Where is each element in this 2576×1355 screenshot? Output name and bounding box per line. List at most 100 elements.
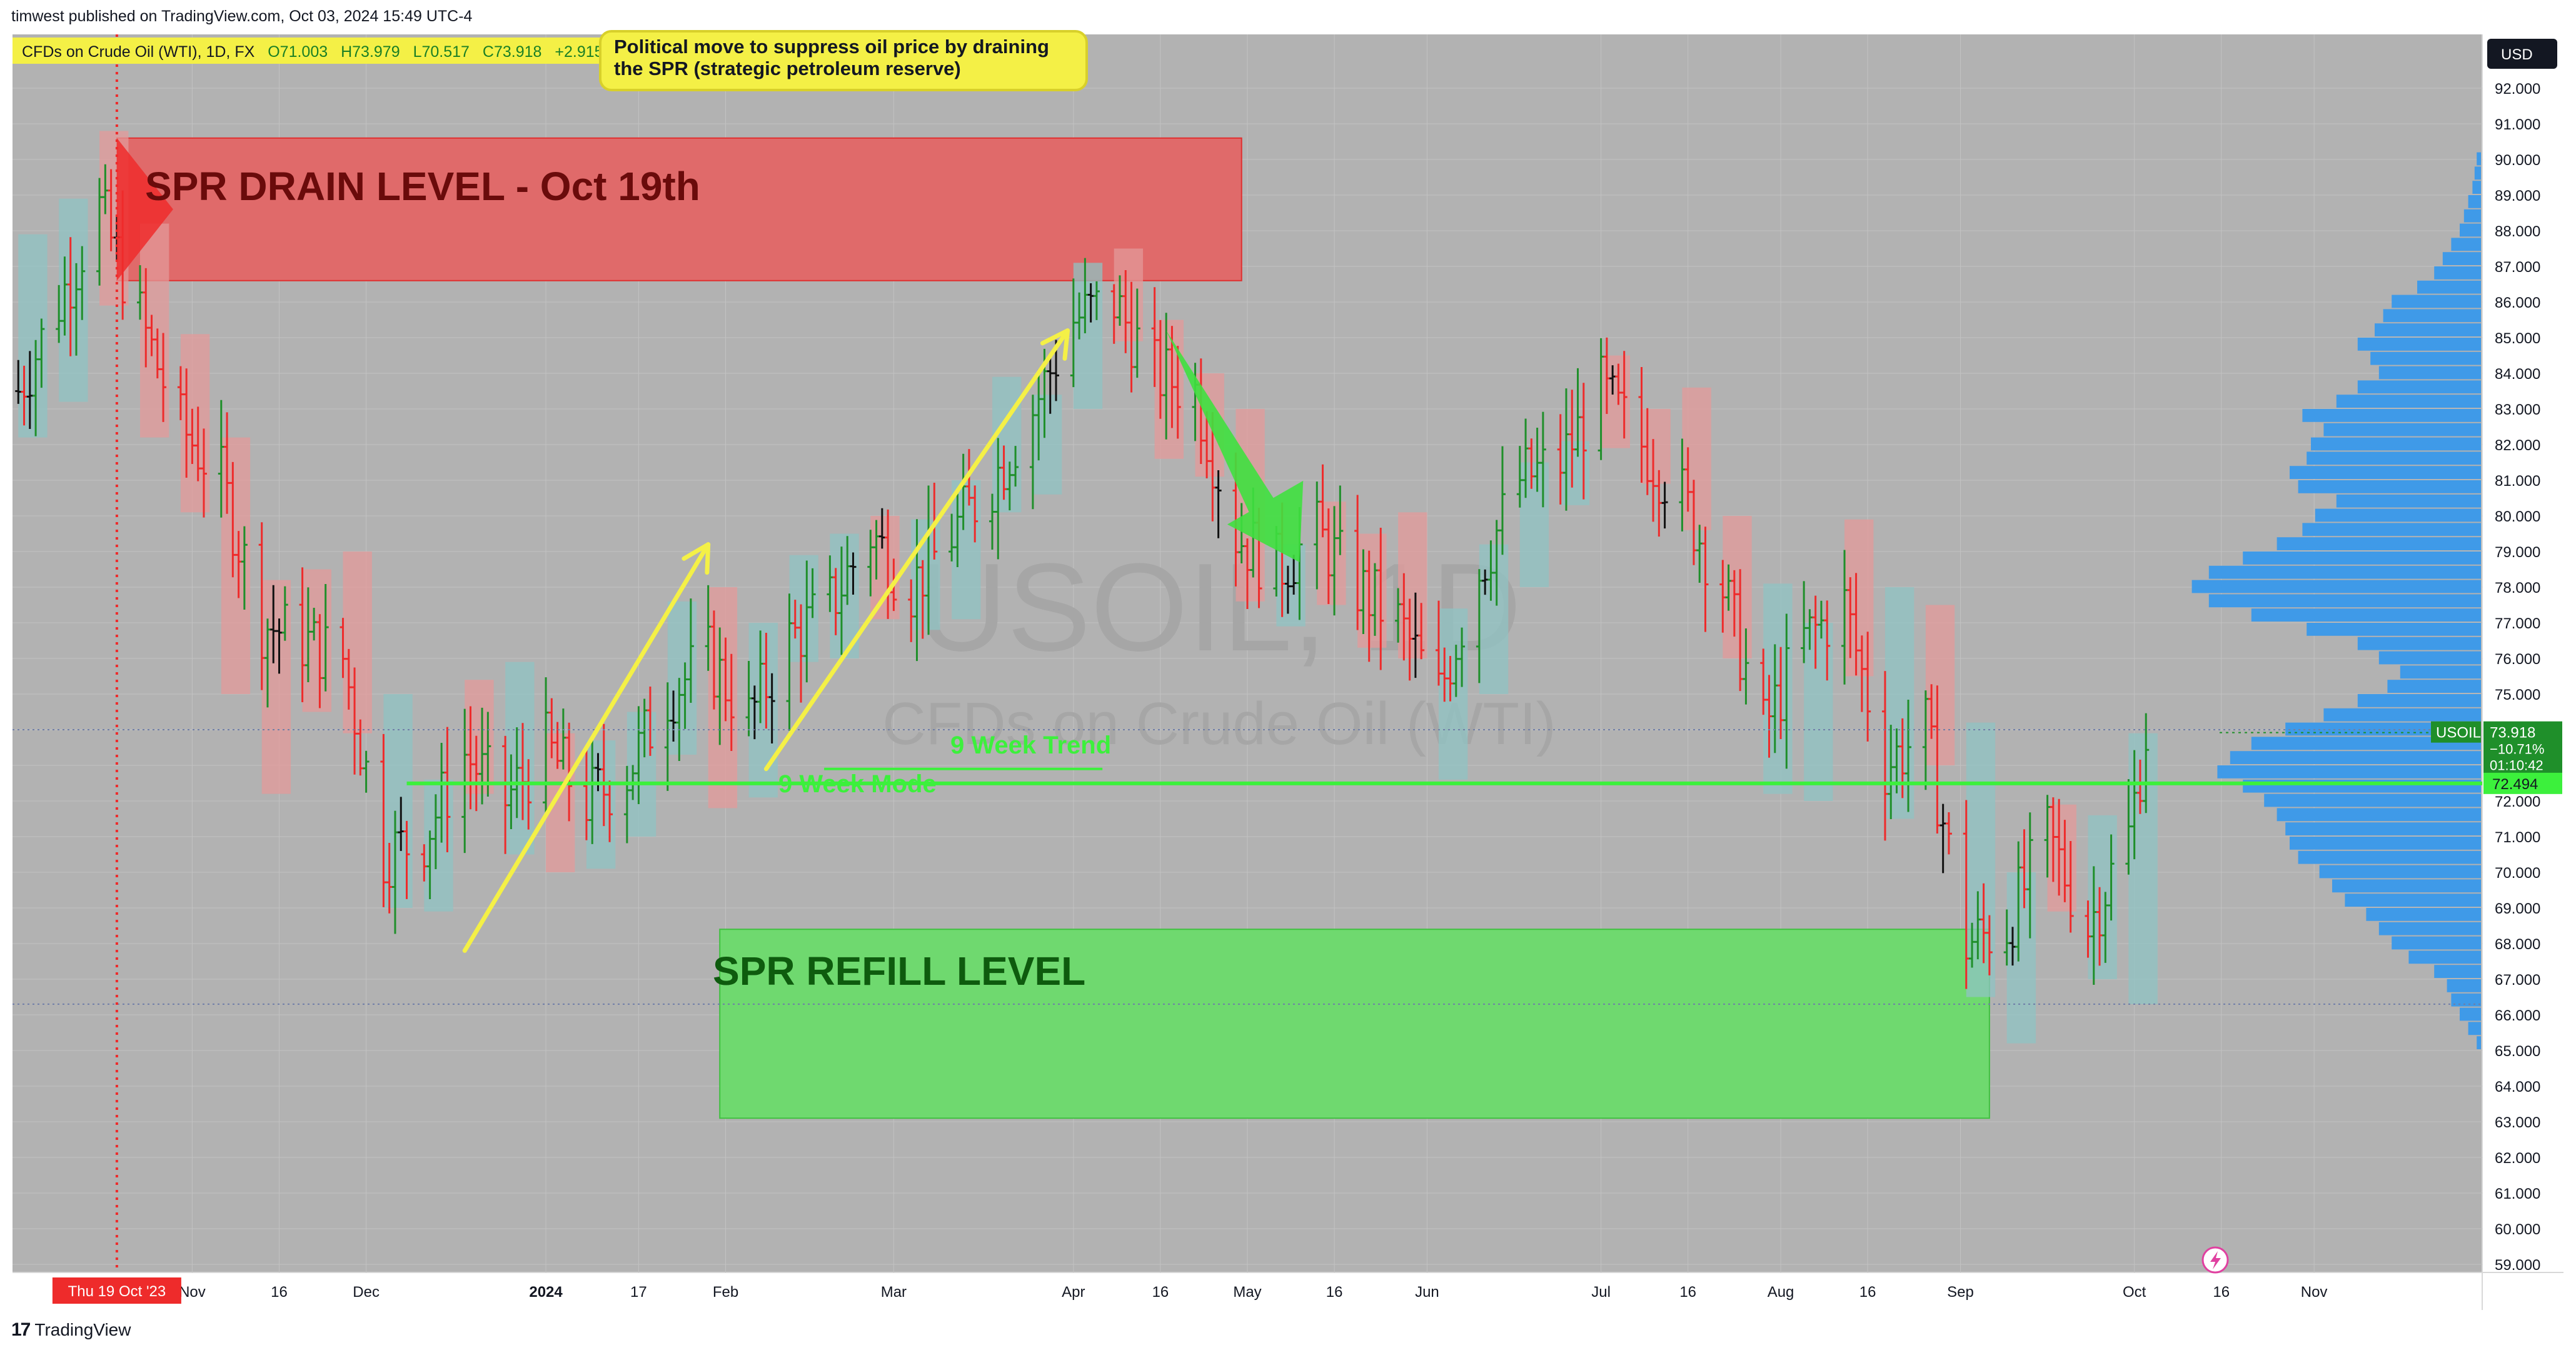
ohlc-bar (421, 844, 428, 882)
weekly-range-box (1317, 501, 1346, 605)
ohlc-bar (21, 365, 28, 426)
ohlc-bar (878, 508, 885, 549)
ohlc-bar (1801, 581, 1808, 663)
ohlc-bar (426, 830, 433, 900)
ohlc-bar (1725, 564, 1732, 611)
branding-text: TradingView (34, 1320, 131, 1339)
volume-profile-bar (2463, 209, 2481, 223)
ohlc-bar (548, 698, 555, 758)
ohlc-bar (1151, 287, 1158, 387)
weekly-range-box (261, 580, 291, 794)
weekly-range-box (180, 334, 210, 513)
ohlc-bar (635, 706, 642, 805)
ohlc-bar (322, 584, 329, 692)
ohlc-bar (160, 333, 167, 422)
ohlc-bar (2050, 797, 2056, 882)
volume-profile-bar (2336, 494, 2481, 508)
ohlc-bar (438, 742, 445, 843)
weekly-range-box (505, 662, 535, 855)
volume-profile-bar (2208, 565, 2481, 579)
ohlc-bar (1928, 684, 1935, 739)
price-tick-label: 67.000 (2495, 972, 2540, 989)
ohlc-bar (1569, 390, 1576, 488)
ohlc-bar (919, 560, 926, 639)
ohlc-bar (148, 315, 155, 356)
time-tick-label: Feb (713, 1284, 738, 1301)
ohlc-bar (1331, 506, 1338, 616)
weekly-range-box (546, 733, 575, 872)
time-tick-label: 16 (1859, 1284, 1876, 1301)
ohlc-bar (189, 408, 196, 465)
ohlc-bar (1447, 655, 1454, 702)
weekly-range-box (1844, 519, 1874, 677)
volume-profile-bar (2468, 1022, 2481, 1035)
ohlc-bar (728, 653, 735, 751)
time-tick-label: Jun (1415, 1284, 1439, 1301)
yellow-trend-arrow (462, 542, 711, 953)
ohlc-bar (38, 318, 45, 388)
volume-profile-bar (2460, 223, 2481, 237)
currency-button[interactable]: USD (2487, 39, 2557, 69)
ohlc-bar (1487, 540, 1494, 601)
volume-profile-bar (2336, 395, 2481, 408)
ohlc-bar (479, 707, 486, 805)
weekly-range-box (1966, 722, 1996, 997)
ohlc-bar (1476, 569, 1482, 683)
ohlc-bar (1656, 470, 1663, 537)
lightning-icon[interactable] (2201, 1246, 2229, 1274)
ohlc-bar (264, 618, 271, 708)
weekly-range-box (1682, 387, 1711, 530)
volume-profile-bar (2477, 152, 2481, 166)
weekly-range-box (1114, 248, 1144, 341)
ohlc-bar (1661, 481, 1668, 529)
weekly-range-box (1519, 462, 1549, 587)
weekly-range-box (424, 779, 453, 912)
volume-profile-bar (2408, 950, 2481, 964)
ohlc-bar (1719, 560, 1726, 633)
ohlc-bar (809, 568, 816, 618)
ohlc-bar (1371, 563, 1378, 636)
price-tick-label: 77.000 (2495, 615, 2540, 632)
nine-week-trend-label: 9 Week Trend (950, 732, 1111, 759)
weekly-range-box (667, 601, 697, 755)
time-tick-label: 16 (1152, 1284, 1169, 1301)
ohlc-bar (1621, 351, 1628, 439)
symbol-legend[interactable]: CFDs on Crude Oil (WTI), 1D, FX O71.003 … (13, 38, 670, 64)
ohlc-bar (1128, 281, 1135, 393)
ohlc-bar (798, 604, 805, 703)
ohlc-bar (560, 708, 566, 770)
ohlc-bar (1047, 353, 1054, 414)
weekly-range-box (870, 516, 900, 620)
ohlc-bar (1702, 526, 1709, 632)
ohlc-bar (2003, 909, 2010, 966)
ohlc-bar (432, 794, 439, 869)
ohlc-bar (304, 587, 311, 683)
volume-profile-bar (2264, 793, 2481, 807)
ohlc-bar (403, 820, 410, 899)
time-tick-label: 17 (630, 1284, 647, 1301)
ohlc-bar (832, 568, 839, 635)
volume-profile-bar (2285, 822, 2481, 835)
ohlc-bar (1337, 485, 1344, 555)
volume-profile-bar (2332, 879, 2481, 893)
ohlc-bar (1818, 600, 1824, 639)
crosshair-date: Thu 19 Oct '23 (68, 1283, 166, 1300)
ohlc-bar (1534, 427, 1541, 492)
ohlc-bar (391, 810, 398, 934)
weekly-range-box (1601, 355, 1630, 448)
weekly-range-box (1154, 320, 1184, 459)
ohlc-bar (1562, 388, 1569, 511)
ohlc-bar (1881, 671, 1888, 841)
last-price-tag: USOIL 73.918 −10.71% 01:10:42 (2431, 721, 2562, 775)
ohlc-bar (136, 265, 143, 320)
volume-profile-bar (2472, 181, 2481, 194)
volume-profile-bar (2392, 936, 2481, 950)
tradingview-logo-icon: 17 (11, 1319, 31, 1340)
volume-profile-bar (2434, 965, 2481, 978)
nine-week-mode-label: 9 Week Mode (778, 770, 937, 798)
price-tick-label: 75.000 (2495, 687, 2540, 703)
yellow-arrow-head (1040, 328, 1070, 361)
ohlc-bar (1238, 503, 1245, 563)
